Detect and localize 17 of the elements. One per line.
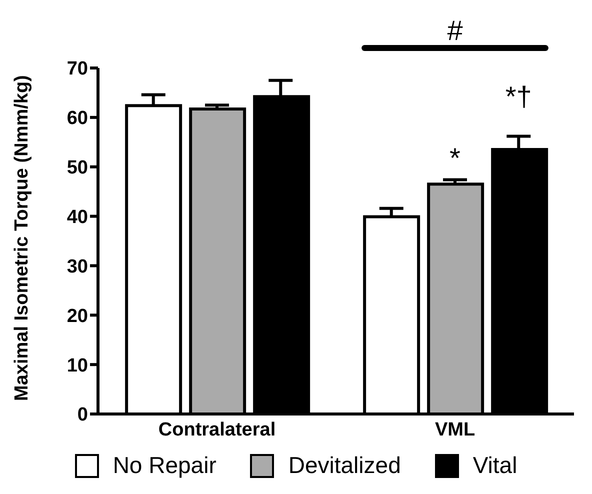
annotation: * — [450, 142, 461, 174]
y-tick-label: 10 — [66, 355, 88, 376]
x-tick-label: VML — [434, 419, 476, 440]
y-tick-label: 40 — [66, 207, 88, 228]
y-tick-label: 0 — [77, 404, 88, 426]
legend-label: No Repair — [112, 452, 216, 479]
y-tick-label: 50 — [66, 158, 88, 179]
text: # — [447, 15, 464, 46]
x-tick-label: Contralateral — [158, 419, 276, 440]
y-tick-label: 70 — [66, 58, 88, 80]
y-tick-label: 20 — [66, 306, 88, 327]
legend-label: Devitalized — [288, 452, 401, 479]
y-tick-label: 60 — [66, 108, 88, 130]
y-tick-label: 30 — [66, 256, 88, 278]
legend-label: Vital — [472, 452, 518, 479]
y-axis-title: Maximal Isometric Torque (Nmm/kg) — [12, 75, 33, 401]
annotation: *† — [505, 81, 532, 112]
